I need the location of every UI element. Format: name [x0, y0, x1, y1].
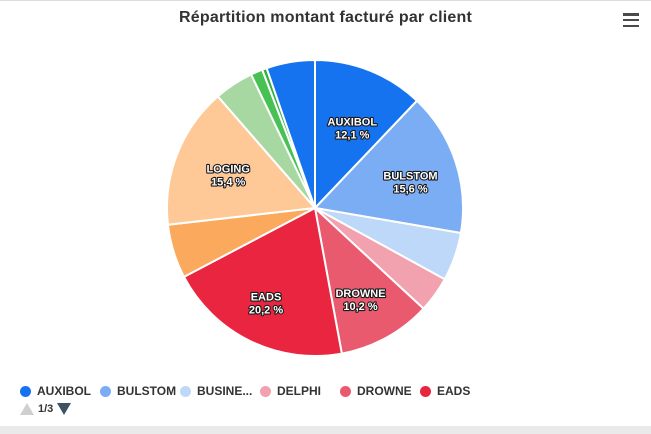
legend-item-label: BULSTOM — [117, 384, 177, 398]
legend-item-label: EADS — [437, 384, 471, 398]
legend-item-label: DROWNE — [357, 384, 412, 398]
legend-item-bulstom[interactable]: BULSTOM — [100, 384, 180, 398]
legend-marker-icon — [340, 385, 351, 397]
legend-prev-button[interactable] — [20, 403, 34, 415]
legend-marker-icon — [100, 385, 111, 397]
pie-slice-EADS[interactable] — [182, 207, 343, 357]
legend-item-delphi[interactable]: DELPHI — [260, 384, 340, 398]
legend-item-auxibol[interactable]: AUXIBOL — [20, 384, 100, 398]
legend-marker-icon — [180, 385, 191, 397]
legend-page-indicator: 1/3 — [38, 403, 54, 415]
legend-pagination: 1/3 — [20, 403, 72, 415]
legend-item-label: AUXIBOL — [37, 384, 91, 398]
chart-menu-button[interactable] — [623, 13, 641, 27]
legend-marker-icon — [260, 385, 271, 397]
bottom-divider — [0, 426, 651, 434]
legend-item-busine[interactable]: BUSINE... — [180, 384, 260, 398]
pie-slice-LOGING[interactable] — [166, 95, 316, 226]
legend: AUXIBOL BULSTOM BUSINE... DELPHI DROWNE EADS — [20, 384, 500, 398]
pie-slice-DROWNE[interactable] — [314, 207, 425, 355]
hamburger-icon — [623, 18, 639, 22]
pie-slice-unlabeled[interactable] — [265, 59, 316, 209]
legend-next-button[interactable] — [57, 403, 72, 415]
pie-slice-AUXIBOL[interactable] — [314, 59, 418, 209]
legend-item-eads[interactable]: EADS — [420, 384, 500, 398]
legend-item-label: BUSINE... — [197, 384, 253, 398]
hamburger-icon — [623, 24, 639, 27]
pie-slice-BULSTOM[interactable] — [314, 99, 464, 234]
hamburger-icon — [623, 13, 639, 16]
pie-chart: AUXIBOL 12,1 %BULSTOM 15,6 %DROWNE 10,2 %EA… — [166, 59, 464, 357]
legend-item-label: DELPHI — [277, 384, 322, 398]
legend-item-drowne[interactable]: DROWNE — [340, 384, 420, 398]
legend-marker-icon — [420, 385, 431, 397]
legend-marker-icon — [20, 385, 31, 397]
page-title: Répartition montant facturé par client — [179, 9, 472, 26]
